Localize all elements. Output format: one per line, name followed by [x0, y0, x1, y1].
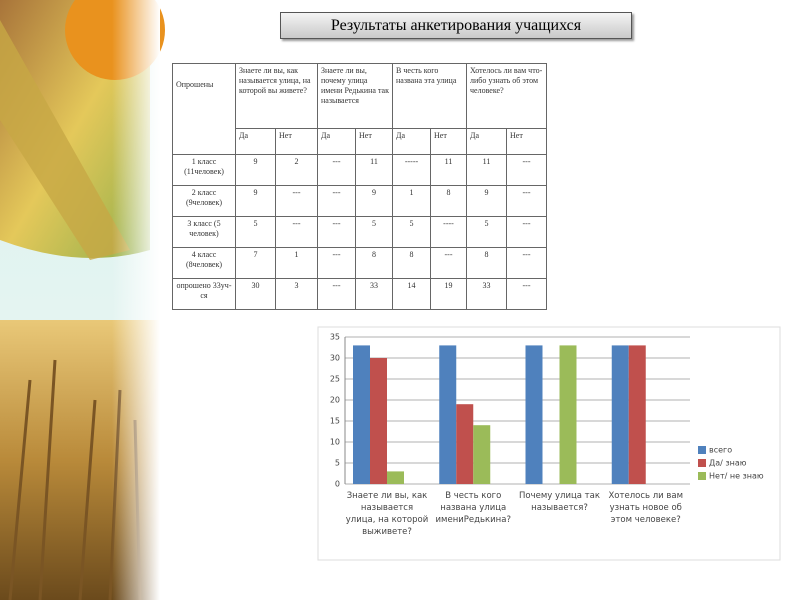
- value-cell: ---: [275, 185, 318, 217]
- bar: [387, 471, 404, 484]
- subheader-cell: Да: [392, 128, 431, 155]
- legend-label: Да/ знаю: [709, 459, 747, 468]
- y-tick-label: 35: [330, 333, 340, 342]
- header-cell: Знаете ли вы, почему улица имени Редькин…: [317, 63, 393, 129]
- row-label: опрошено 33уч-ся: [172, 278, 236, 310]
- legend-swatch: [698, 459, 706, 467]
- y-tick-label: 15: [330, 417, 340, 426]
- y-tick-label: 25: [330, 375, 340, 384]
- table-row: Опрошены Знаете ли вы, как называется ули…: [172, 63, 547, 155]
- value-cell: ---: [506, 154, 547, 186]
- table-row: 4 класс (8человек) 7 1 --- 8 8 --- 8 ---: [172, 247, 547, 279]
- results-table: Опрошены Знаете ли вы, как называется ули…: [172, 63, 547, 310]
- x-tick-label: Знаете ли вы, как называется улица, на к…: [345, 491, 429, 537]
- table-row: опрошено 33уч-ся 30 3 --- 33 14 19 33 ---: [172, 278, 547, 310]
- bar: [628, 345, 646, 484]
- legend-label: всего: [709, 446, 732, 455]
- bar: [611, 345, 629, 484]
- legend-swatch: [698, 472, 706, 480]
- bar: [456, 404, 474, 484]
- bar: [370, 358, 387, 484]
- value-cell: 30: [235, 278, 276, 310]
- value-cell: 11: [355, 154, 393, 186]
- legend-swatch: [698, 446, 706, 454]
- y-tick-label: 20: [330, 396, 340, 405]
- subheader-cell: Да: [466, 128, 507, 155]
- y-tick-label: 30: [330, 354, 340, 363]
- header-cell: Знаете ли вы, как называется улица, на к…: [235, 63, 318, 129]
- value-cell: ---: [317, 247, 356, 279]
- x-tick-label: Почему улица так называется?: [519, 491, 600, 513]
- value-cell: 11: [430, 154, 467, 186]
- subheader-cell: Нет: [430, 128, 467, 155]
- value-cell: ---: [506, 216, 547, 248]
- y-tick-label: 10: [330, 438, 340, 447]
- value-cell: 5: [392, 216, 431, 248]
- value-cell: ----: [430, 216, 467, 248]
- x-tick-label: В честь кого названа улица имениРедькина…: [435, 491, 511, 525]
- slide-title: Результаты анкетирования учащихся: [280, 12, 632, 39]
- value-cell: ---: [317, 185, 356, 217]
- header-cell: Хотелось ли вам что-либо узнать об этом …: [466, 63, 547, 129]
- header-cell: В честь кого названа эта улица: [392, 63, 467, 129]
- value-cell: 33: [466, 278, 507, 310]
- value-cell: 19: [430, 278, 467, 310]
- value-cell: 8: [392, 247, 431, 279]
- y-tick-label: 0: [335, 480, 340, 489]
- value-cell: ---: [506, 278, 547, 310]
- table-row: 1 класс (11человек) 9 2 --- 11 ----- 11 11 ---: [172, 154, 547, 186]
- bar: [559, 345, 577, 484]
- x-tick-label: Хотелось ли вам узнать новое об этом чел…: [608, 491, 683, 525]
- legend-label: Нет/ не знаю: [709, 472, 764, 481]
- subheader-cell: Нет: [275, 128, 318, 155]
- y-tick-label: 5: [335, 459, 340, 468]
- value-cell: ---: [317, 216, 356, 248]
- value-cell: 9: [235, 185, 276, 217]
- value-cell: 3: [275, 278, 318, 310]
- row-label: 2 класс (9человек): [172, 185, 236, 217]
- value-cell: ---: [317, 154, 356, 186]
- bar: [525, 345, 543, 484]
- table-row: 2 класс (9человек) 9 --- --- 9 1 8 9 ---: [172, 185, 547, 217]
- bar: [439, 345, 457, 484]
- value-cell: 9: [235, 154, 276, 186]
- value-cell: ---: [506, 247, 547, 279]
- value-cell: 33: [355, 278, 393, 310]
- bar: [353, 345, 370, 484]
- bar: [473, 425, 491, 484]
- value-cell: ---: [317, 278, 356, 310]
